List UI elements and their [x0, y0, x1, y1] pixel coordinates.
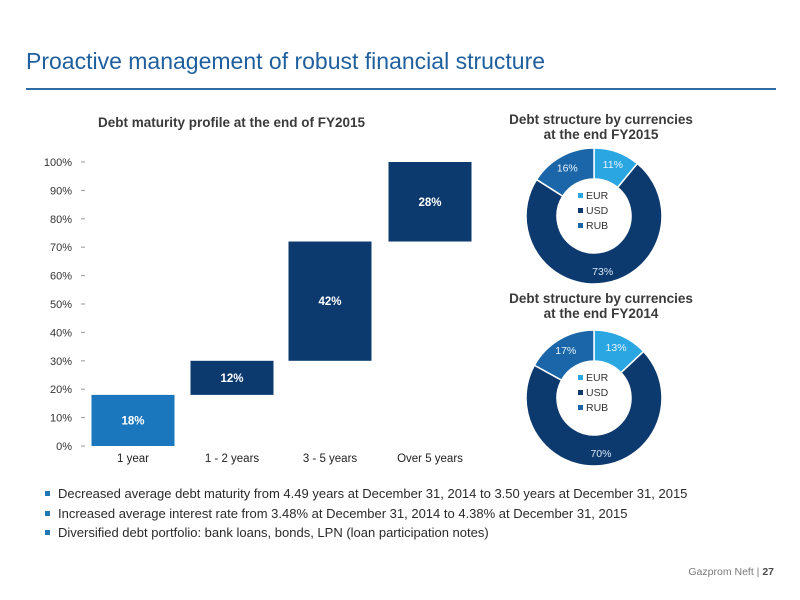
- donut-chart-2015: 11% 73% 16% EUR USD RUB: [525, 147, 663, 285]
- legend-swatch: [578, 405, 583, 410]
- legend-label: USD: [586, 387, 609, 399]
- slice-data-label: 73%: [592, 266, 613, 278]
- donut-2015-title: Debt structure by currencies at the end …: [494, 112, 708, 142]
- bar-data-label: 42%: [318, 296, 341, 308]
- y-tick-label: 70%: [50, 242, 72, 254]
- footer-company: Gazprom Neft |: [688, 566, 760, 578]
- summary-bullets: Decreased average debt maturity from 4.4…: [45, 486, 688, 545]
- legend-label: RUB: [586, 402, 608, 414]
- slice-data-label: 13%: [606, 342, 627, 354]
- y-tick-label: 40%: [50, 327, 72, 339]
- donut-2014-title-line2: at the end FY2014: [543, 306, 659, 321]
- bullet-text: Decreased average debt maturity from 4.4…: [58, 486, 688, 501]
- donut-2015-title-line1: Debt structure by currencies: [509, 112, 693, 127]
- x-tick-label: 1 year: [117, 453, 149, 465]
- bar-chart: 0% 10% 20% 30% 40% 50% 60% 70% 80% 90% 100% 18% 1 ye…: [44, 157, 472, 465]
- footer: Gazprom Neft | 27: [688, 566, 774, 578]
- slice-data-label: 70%: [590, 448, 611, 460]
- y-tick-label: 0%: [56, 441, 72, 453]
- y-tick-label: 90%: [50, 185, 72, 197]
- legend-label: EUR: [586, 372, 609, 384]
- donut-2015-title-line2: at the end FY2015: [543, 127, 659, 142]
- bar: [190, 360, 274, 395]
- legend-swatch: [578, 193, 583, 198]
- donut-2014-title-line1: Debt structure by currencies: [509, 291, 693, 306]
- legend-label: RUB: [586, 220, 608, 232]
- bar-data-label: 12%: [220, 373, 243, 385]
- bullet-item: Decreased average debt maturity from 4.4…: [45, 486, 688, 501]
- y-tick-label: 10%: [50, 413, 72, 425]
- bullet-square-icon: [45, 530, 50, 535]
- donut-slice: [535, 147, 595, 198]
- y-tick-label: 60%: [50, 271, 72, 283]
- bar-chart-title: Debt maturity profile at the end of FY20…: [98, 115, 366, 130]
- bar: [91, 394, 175, 446]
- bullet-square-icon: [45, 510, 50, 516]
- y-tick-label: 100%: [44, 157, 72, 169]
- x-tick-label: 1 - 2 years: [205, 453, 260, 465]
- slice-data-label: 17%: [555, 345, 576, 357]
- donut-slice: [525, 162, 663, 285]
- donut-chart-2014: 13% 70% 17% EUR USD RUB: [525, 329, 663, 467]
- bar: [388, 162, 472, 242]
- x-tick-label: 3 - 5 years: [303, 453, 358, 465]
- y-tick-label: 20%: [50, 384, 72, 396]
- bullet-text: Diversified debt portfolio: bank loans, …: [58, 525, 489, 540]
- bar-data-label: 18%: [121, 415, 144, 427]
- bar: [288, 241, 372, 361]
- title-divider: [26, 88, 776, 90]
- bullet-text: Increased average interest rate from 3.4…: [58, 505, 628, 521]
- legend-swatch: [578, 223, 583, 228]
- page-title: Proactive management of robust financial…: [26, 48, 546, 74]
- legend-label: EUR: [586, 190, 609, 202]
- legend-swatch: [578, 375, 583, 380]
- bullet-square-icon: [45, 491, 50, 496]
- donut-slice: [533, 329, 595, 382]
- legend-swatch: [578, 208, 583, 213]
- slice-data-label: 16%: [557, 162, 578, 174]
- y-tick-label: 80%: [50, 214, 72, 226]
- bar-data-label: 28%: [418, 197, 441, 209]
- donut-2014-title: Debt structure by currencies at the end …: [494, 291, 708, 321]
- legend-swatch: [578, 390, 583, 395]
- page-number: 27: [762, 566, 774, 578]
- y-tick-label: 50%: [50, 299, 72, 311]
- bullet-item: Increased average interest rate from 3.4…: [45, 505, 687, 521]
- legend-label: USD: [586, 205, 609, 217]
- bullet-item: Diversified debt portfolio: bank loans, …: [45, 525, 687, 540]
- slice-data-label: 11%: [603, 159, 623, 171]
- y-tick-label: 30%: [50, 356, 72, 368]
- x-tick-label: Over 5 years: [397, 453, 463, 465]
